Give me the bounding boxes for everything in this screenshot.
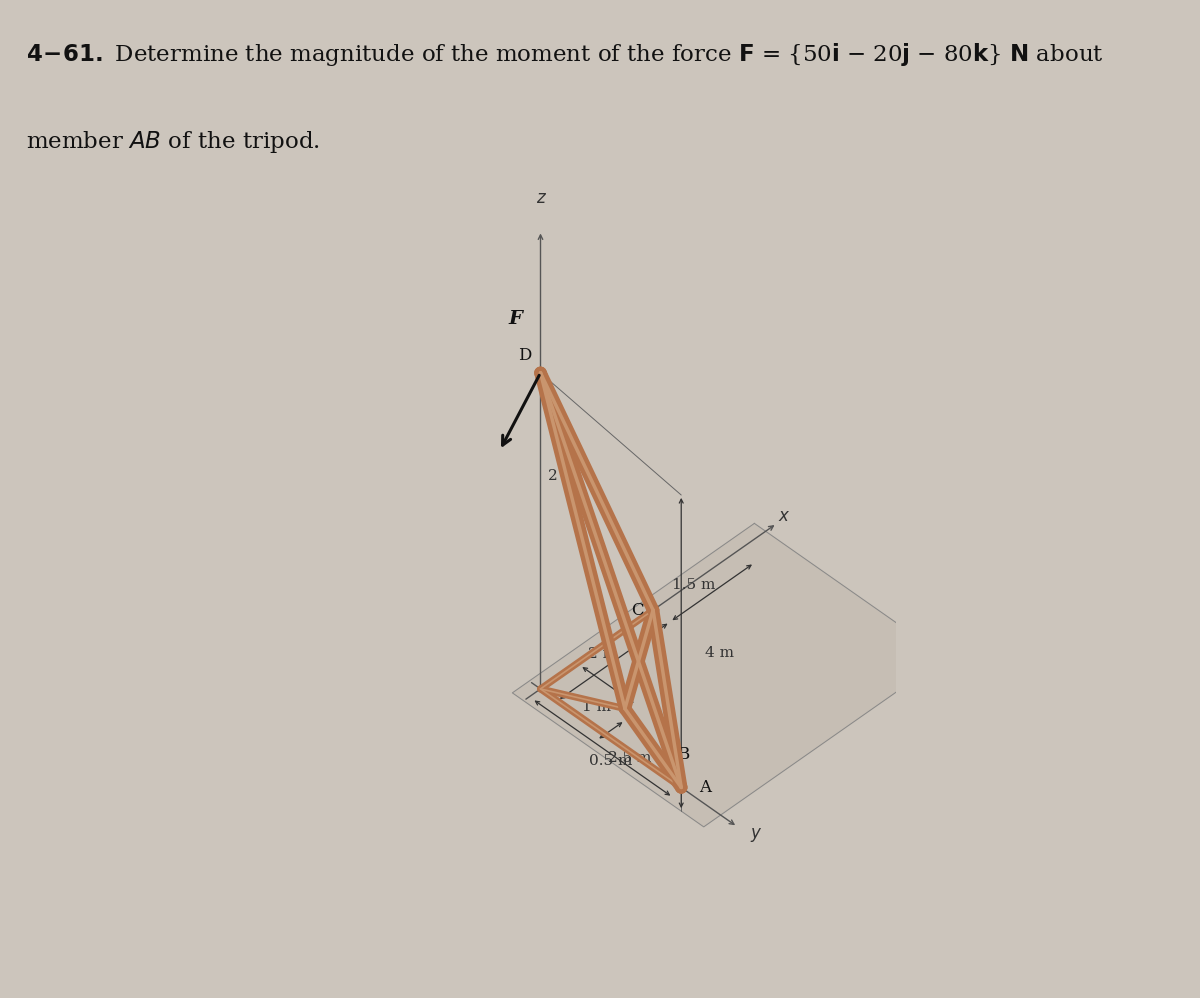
Text: $\bf{4\!-\!61.}$ Determine the magnitude of the moment of the force $\bf{F}$ = {: $\bf{4\!-\!61.}$ Determine the magnitude…: [26, 41, 1104, 68]
Text: 4 m: 4 m: [706, 646, 734, 660]
Text: B: B: [678, 747, 690, 763]
Text: 1 m: 1 m: [582, 700, 611, 715]
Text: A: A: [700, 779, 712, 796]
Text: F: F: [508, 310, 522, 328]
Text: x: x: [779, 507, 788, 525]
Text: member $\it{AB}$ of the tripod.: member $\it{AB}$ of the tripod.: [26, 130, 320, 156]
Text: y: y: [750, 823, 760, 841]
Text: C: C: [631, 602, 644, 619]
Polygon shape: [512, 523, 946, 827]
Text: 2 m: 2 m: [547, 469, 576, 483]
Text: 0.5 m: 0.5 m: [589, 754, 632, 768]
Text: 2 m: 2 m: [588, 647, 617, 661]
Text: D: D: [518, 347, 532, 364]
Text: 1.5 m: 1.5 m: [672, 578, 715, 592]
Text: 2.5 m: 2.5 m: [607, 750, 652, 764]
Text: z: z: [536, 189, 545, 207]
